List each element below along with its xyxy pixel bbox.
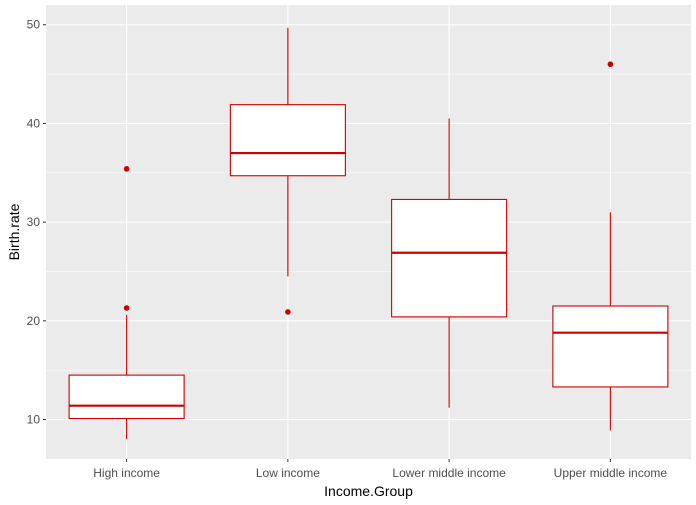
outlier-point [123, 305, 130, 311]
box-high-income [68, 166, 185, 440]
box-iqr [391, 198, 508, 318]
box-lower-middle-income [391, 118, 508, 408]
box-low-income [229, 27, 346, 315]
y-tick-label: 40 [27, 116, 41, 130]
box-upper-middle-income [552, 61, 669, 431]
box-iqr [552, 305, 669, 388]
outlier-point [123, 166, 130, 172]
y-axis-ticks: 10 20 30 40 50 [27, 18, 46, 427]
y-tick-label: 10 [27, 413, 41, 427]
x-tick-label: High income [93, 466, 160, 480]
y-tick-label: 20 [27, 314, 41, 328]
box-series [68, 27, 669, 440]
box-iqr [68, 374, 185, 420]
x-tick-label: Lower middle income [392, 466, 506, 480]
x-axis-ticks: High income Low income Lower middle income… [93, 459, 667, 480]
x-axis-title: Income.Group [324, 483, 413, 499]
outlier-point [285, 309, 291, 315]
outlier-point [607, 61, 614, 68]
y-tick-label: 30 [27, 215, 41, 229]
y-tick-label: 50 [27, 18, 41, 32]
x-tick-label: Upper middle income [554, 466, 668, 480]
y-axis-title: Birth.rate [6, 203, 22, 260]
box-iqr [229, 104, 346, 177]
x-tick-label: Low income [256, 466, 320, 480]
